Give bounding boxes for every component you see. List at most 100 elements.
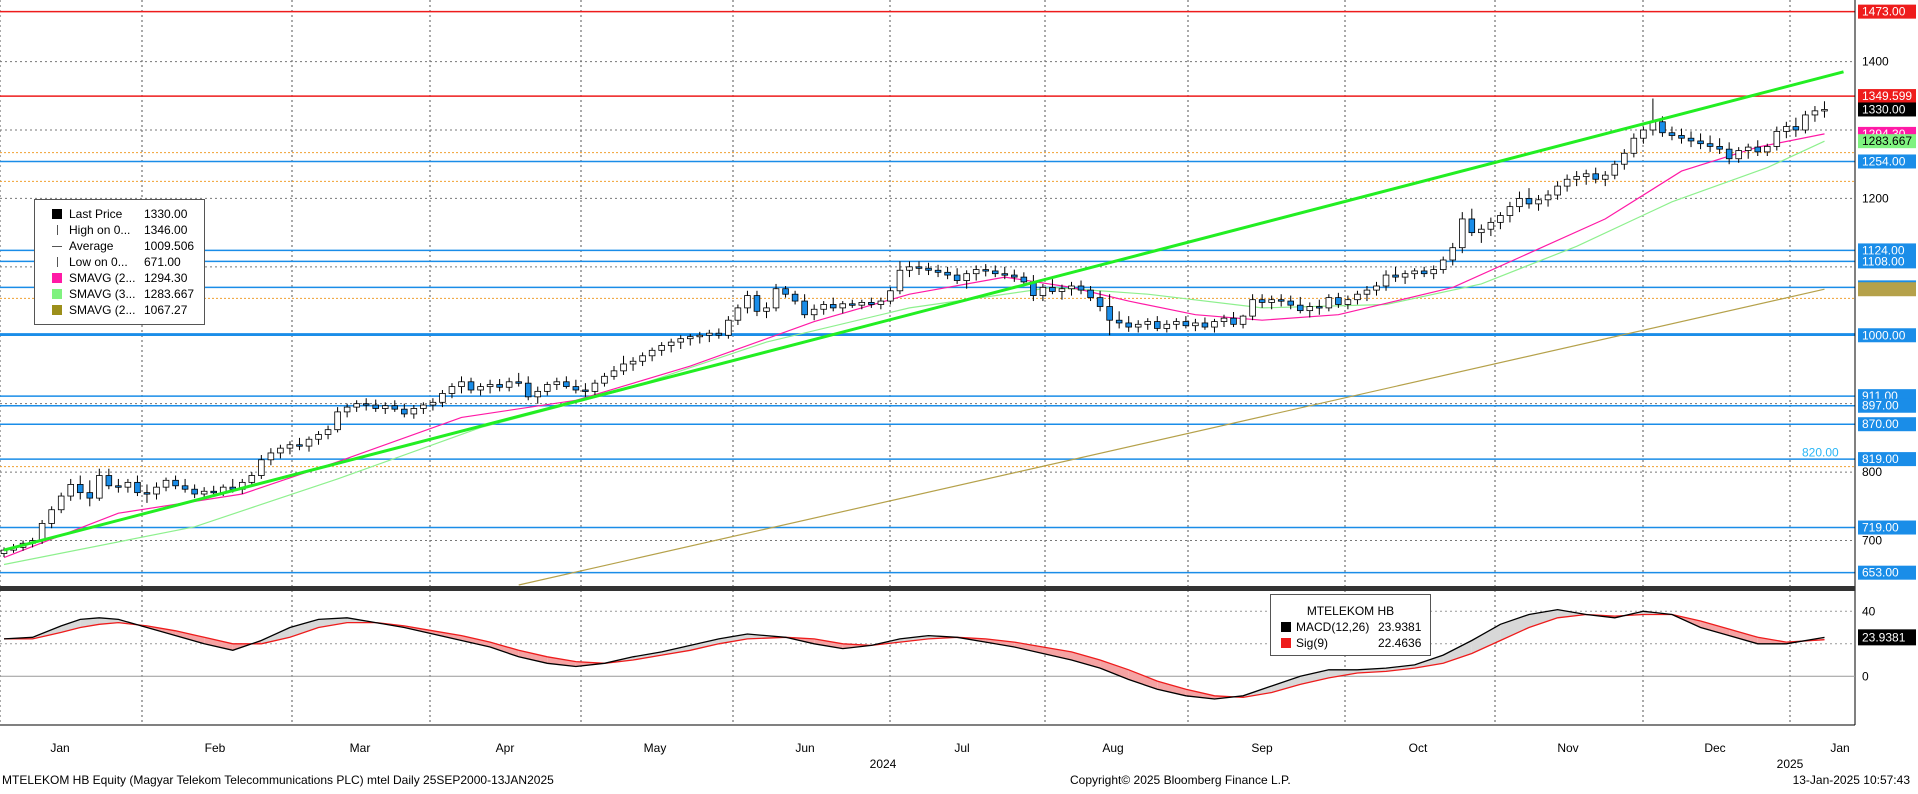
macd-fill (1729, 629, 1758, 644)
panel-divider (0, 586, 1855, 591)
candle-body (1058, 288, 1066, 292)
price-tag (1858, 102, 1916, 117)
legend-swatch-last-price (52, 209, 62, 219)
candle-body (639, 355, 646, 362)
candle-body (67, 484, 74, 497)
candle-body (1268, 299, 1275, 303)
candle-body (1678, 135, 1685, 139)
month-label: Dec (1704, 741, 1725, 755)
sma-pink-line (3, 133, 1825, 559)
macd-fill (1128, 669, 1158, 690)
candle-body (1802, 114, 1809, 131)
candle-body (1239, 315, 1247, 325)
candle-body (1192, 322, 1199, 327)
macd-fill (661, 645, 691, 656)
candle-body (686, 336, 694, 340)
candle-body (1011, 274, 1018, 278)
candle-body (248, 475, 256, 483)
candle-body (1325, 297, 1333, 309)
level-tag-label: 1000.00 (1862, 328, 1906, 342)
candle-body (1497, 215, 1504, 223)
candle-body (820, 304, 827, 310)
candle-body (477, 386, 484, 391)
candle-body (429, 401, 437, 406)
candle-body (1087, 289, 1094, 299)
candle-body (1716, 146, 1723, 150)
candle-body (1487, 221, 1495, 230)
macd-fill (289, 619, 319, 638)
candle-body (1535, 199, 1542, 205)
level-tag (1858, 398, 1916, 413)
candle-body (38, 523, 46, 541)
macd-line (3, 608, 1825, 700)
macd-fill (175, 630, 205, 644)
month-label: Jan (50, 741, 69, 755)
legend-swatch-sma-olive (52, 305, 62, 315)
candle-body (1640, 129, 1647, 139)
level-tag (1858, 89, 1916, 104)
candle-body (181, 485, 189, 490)
macd-tag (1858, 629, 1916, 646)
candle-body (1316, 306, 1323, 309)
candle-body (658, 345, 665, 351)
candle-body (1792, 126, 1800, 131)
candle-body (1459, 218, 1466, 249)
macd-fill (490, 642, 519, 657)
candle-body (467, 381, 475, 391)
candle-body (991, 270, 999, 275)
level-tag (1858, 254, 1916, 269)
candle-body (353, 403, 360, 408)
candle-body (896, 269, 904, 292)
signal-swatch (1281, 638, 1291, 648)
candle-body (134, 481, 141, 494)
candle-body (1144, 321, 1152, 325)
candle-body (210, 490, 217, 494)
candle-body (544, 384, 551, 392)
candle-body (1725, 148, 1733, 160)
level-tag-label: 897.00 (1862, 399, 1899, 413)
month-label: Jun (795, 741, 814, 755)
candle-body (1363, 289, 1371, 295)
candle-body (839, 303, 847, 309)
footer-timestamp: 13-Jan-2025 10:57:43 (1792, 773, 1910, 787)
year-label: 2024 (870, 757, 897, 771)
low-marker-icon (57, 257, 59, 267)
signal-legend-row: Sig(9) 22.4636 (1271, 635, 1430, 651)
level-tag (1858, 243, 1916, 258)
month-label: Aug (1102, 741, 1123, 755)
macd-legend-row: MACD(12,26) 23.9381 (1271, 619, 1430, 635)
candle-body (162, 479, 170, 488)
legend-label: Average (69, 239, 114, 253)
legend-swatch-sma-green (52, 289, 62, 299)
candle-body (1344, 299, 1352, 305)
candle-body (410, 408, 418, 415)
macd-fill (1071, 651, 1101, 669)
level-tag-label: 1124.00 (1862, 243, 1905, 257)
candle-body (629, 360, 637, 365)
price-axis-tick: 1200 (1862, 191, 1889, 205)
legend-label: SMAVG (2... (69, 303, 136, 317)
candle-body (1630, 137, 1638, 154)
candle-body (610, 370, 618, 377)
candle-body (496, 384, 503, 388)
candle-body (1211, 321, 1218, 328)
candle-body (86, 492, 94, 499)
macd-fill (1157, 681, 1186, 696)
candle-body (601, 375, 608, 384)
candle-body (1020, 276, 1028, 283)
macd-fill (1386, 664, 1415, 672)
macd-fill (1557, 609, 1587, 618)
candle-body (1430, 269, 1437, 275)
level-tag-label: 1473.00 (1862, 5, 1906, 19)
candle-body (1220, 317, 1228, 322)
level-tag-label: 719.00 (1862, 521, 1899, 535)
candle-body (915, 266, 923, 269)
macd-fill (1042, 647, 1072, 660)
candle-body (744, 295, 751, 309)
candle-body (1373, 285, 1380, 291)
candle-body (439, 393, 446, 403)
legend-row-sma-olive: SMAVG (2... 1067.27 (35, 302, 204, 318)
candle-body (505, 381, 513, 388)
legend-row-last-price: Last Price 1330.00 (35, 206, 204, 222)
candle-body (1621, 152, 1628, 165)
